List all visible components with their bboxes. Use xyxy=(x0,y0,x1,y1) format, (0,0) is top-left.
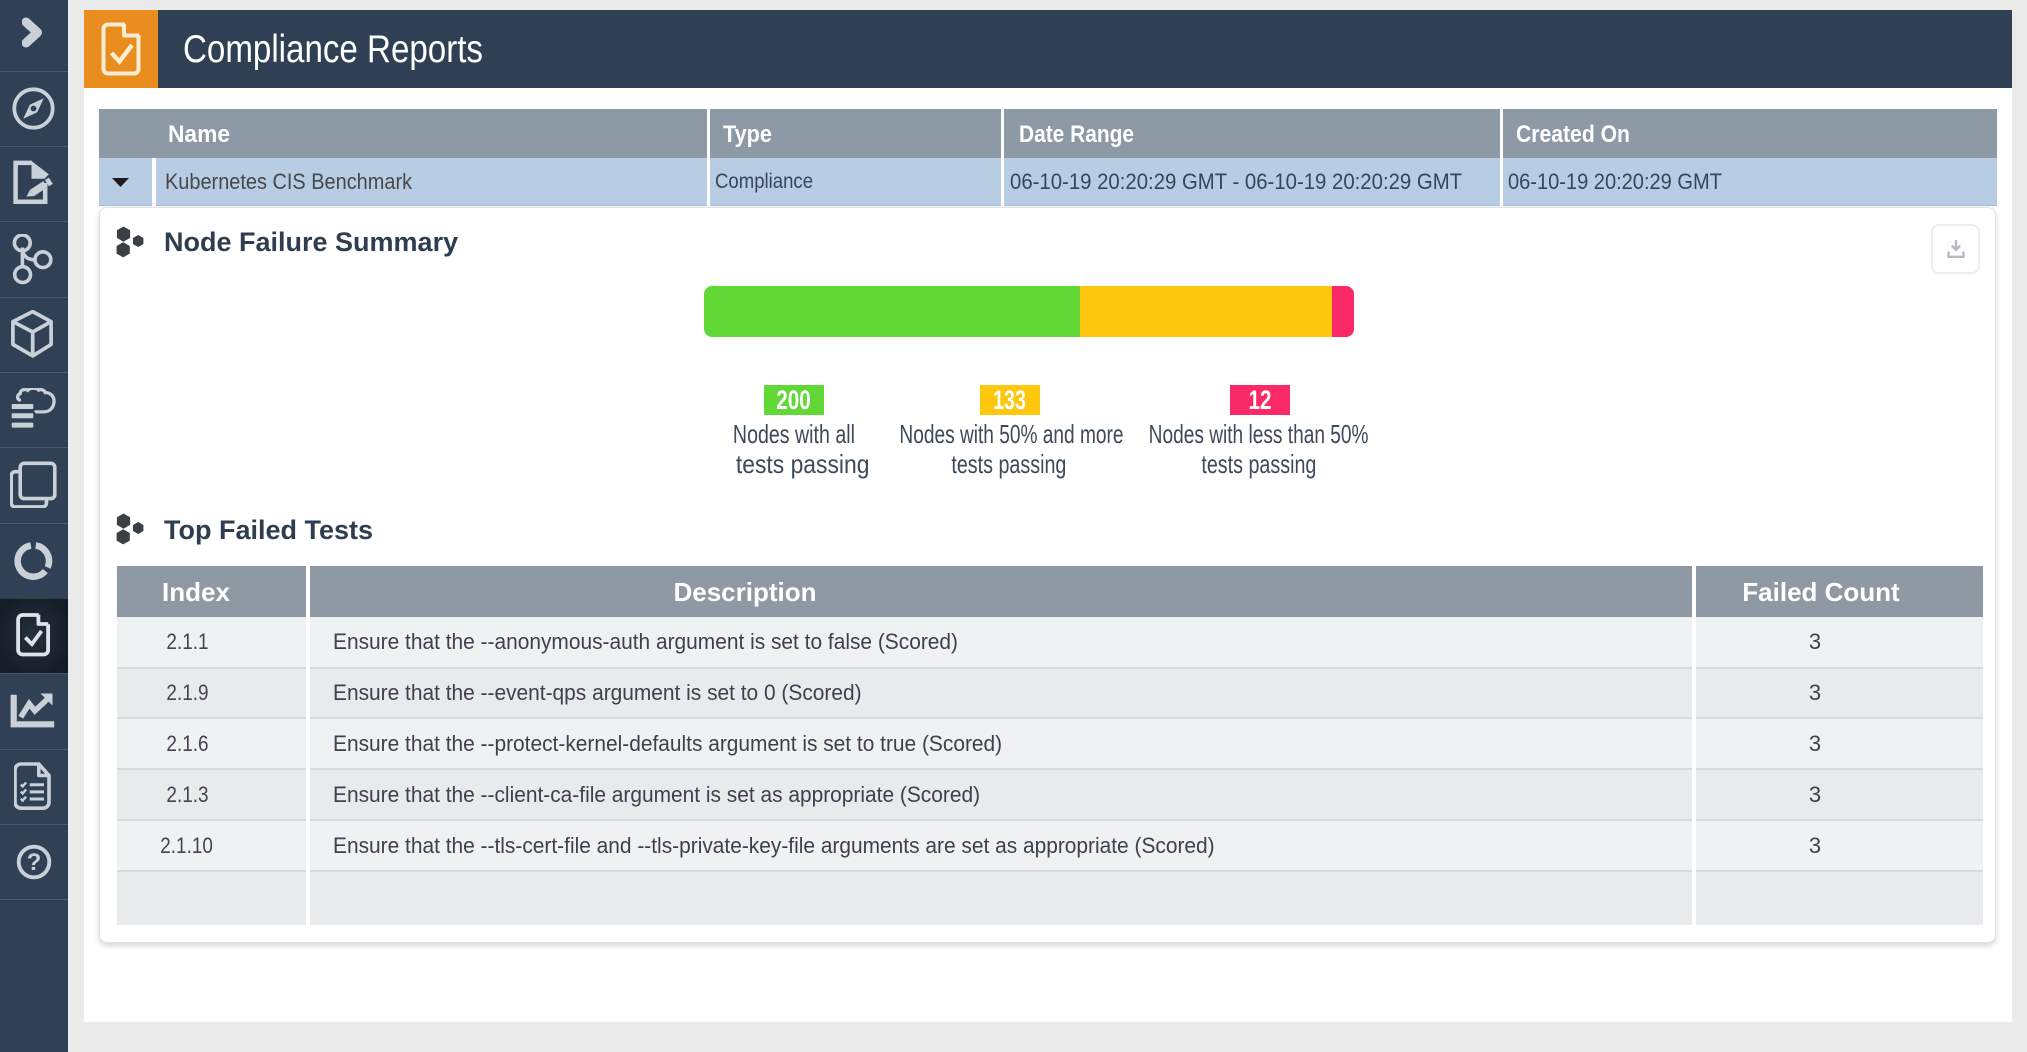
svg-text:?: ? xyxy=(27,849,42,876)
